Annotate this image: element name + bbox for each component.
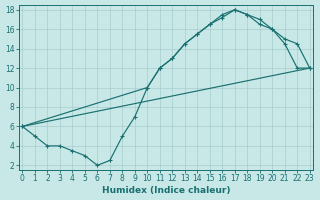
X-axis label: Humidex (Indice chaleur): Humidex (Indice chaleur) xyxy=(102,186,230,195)
